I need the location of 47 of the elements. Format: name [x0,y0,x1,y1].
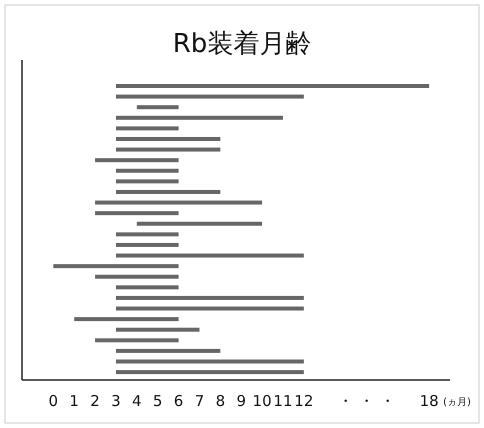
bar [95,200,262,205]
bar [116,242,179,247]
bar [116,116,283,120]
x-tick-label: ・ [338,392,354,410]
x-tick-label: ・ [380,392,395,410]
bar [116,148,220,152]
bar [116,232,179,236]
x-tick-label: 6 [174,392,184,410]
x-tick-label: ・ [358,392,374,410]
bar [116,370,304,374]
bar [116,306,304,311]
chart-title: Rb装着月齢 [172,29,312,59]
bar [116,179,179,184]
x-tick-label: 2 [90,392,100,410]
x-tick-label: 1 [69,392,79,410]
x-tick-label: 4 [132,392,142,410]
x-tick-label: 5 [152,392,162,410]
bar [95,211,179,216]
bar [116,360,304,364]
x-tick-label: 12 [294,392,314,410]
bar [116,190,220,194]
bar [116,348,220,353]
bar [116,136,220,141]
x-axis-title: (ヵ月) [443,397,472,408]
bar [74,317,179,322]
bar [95,274,179,279]
bar [116,296,304,300]
x-tick-label: 0 [48,392,58,410]
bar [53,264,179,268]
x-tick-label: 3 [111,392,121,410]
x-tick-label: 10 [252,392,272,410]
bar [116,126,179,130]
bar [136,222,262,226]
bar [95,338,179,342]
x-tick-label: 18 [420,392,439,410]
bar [116,84,430,88]
x-tick-label: 7 [194,392,204,410]
bar [116,94,304,99]
bar [95,158,179,162]
x-tick-label: 11 [273,392,293,410]
bar [116,168,179,173]
x-tick-label: 9 [236,392,246,410]
bar [136,105,179,110]
x-tick-label: 8 [216,392,226,410]
bar [116,328,200,332]
bar [116,254,304,258]
bar [116,285,179,290]
